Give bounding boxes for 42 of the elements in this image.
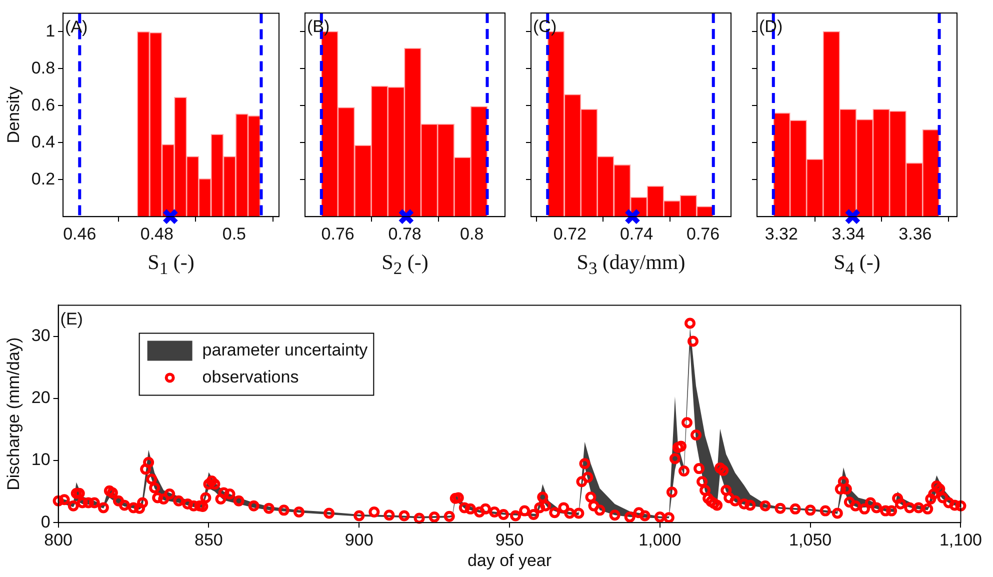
y-axis-title: Density <box>4 86 23 144</box>
x-axis-title: S$_{3}$ (day/mm) <box>576 250 686 280</box>
annotation: (B) <box>307 17 330 36</box>
x-tick-label: 0.78 <box>388 224 422 244</box>
x-tick-label: 3.34 <box>832 224 865 244</box>
x-tick-label: 0.48 <box>140 224 174 244</box>
x-tick-label: 1,000 <box>638 530 682 550</box>
y-tick-label: 20 <box>31 388 50 408</box>
legend-label: parameter uncertainty <box>202 340 368 360</box>
x-tick-label: 3.32 <box>764 224 798 244</box>
x-tick-label: 850 <box>194 530 223 550</box>
annotation: (C) <box>533 17 557 36</box>
y-tick-label: 1 <box>46 21 56 40</box>
x-axis-title: S$_{2}$ (-) <box>380 250 430 280</box>
x-tick-label: 0.46 <box>63 224 96 244</box>
x-tick-label: 0.72 <box>553 224 586 244</box>
x-tick-label: 0.76 <box>321 224 354 244</box>
x-tick-label: 0.74 <box>620 224 654 244</box>
x-tick-label: 1,050 <box>789 530 832 550</box>
x-axis-title: S$_{1}$ (-) <box>146 250 196 280</box>
x-tick-label: 3.36 <box>898 224 932 244</box>
x-tick-label: 800 <box>44 530 72 550</box>
annotation: (D) <box>759 17 783 36</box>
y-tick-label: 0.6 <box>31 95 56 114</box>
y-tick-label: 0.4 <box>31 132 56 152</box>
annotation: (E) <box>60 309 83 328</box>
y-tick-label: 10 <box>31 450 50 470</box>
annotation: (A) <box>65 17 88 36</box>
x-tick-label: 0.76 <box>686 224 720 244</box>
x-tick-label: 950 <box>495 530 524 550</box>
x-tick-label: 1,100 <box>939 530 982 550</box>
x-axis-title: day of year <box>466 551 553 571</box>
y-tick-label: 0 <box>40 512 50 532</box>
y-tick-label: 0.8 <box>31 58 56 78</box>
x-tick-label: 0.8 <box>460 224 484 244</box>
y-tick-label: 30 <box>31 326 50 345</box>
y-axis-title: Discharge (mm/day) <box>4 337 23 490</box>
legend-label: observations <box>202 367 299 386</box>
y-tick-label: 0.2 <box>31 169 56 188</box>
x-tick-label: 900 <box>344 530 374 550</box>
x-axis-title: S$_{4}$ (-) <box>832 250 882 280</box>
x-tick-label: 0.5 <box>222 224 246 244</box>
